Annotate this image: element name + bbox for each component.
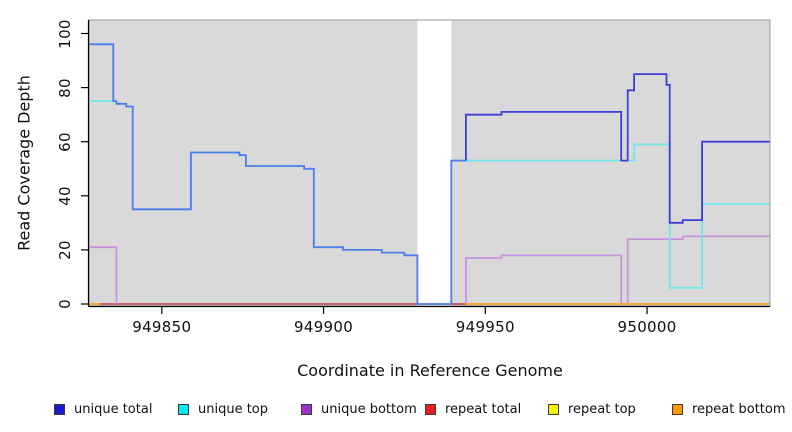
x-tick-label: 949850 bbox=[132, 318, 192, 336]
legend-item-repeat-top: repeat top bbox=[548, 399, 636, 419]
y-tick-label: 0 bbox=[56, 299, 74, 309]
y-tick-label: 80 bbox=[56, 77, 74, 98]
series-line-unique-total bbox=[465, 73, 770, 224]
y-tick-label: 60 bbox=[56, 131, 74, 152]
x-tick-label: 949950 bbox=[455, 318, 515, 336]
y-axis-title: Read Coverage Depth bbox=[14, 75, 34, 251]
x-axis-title: Coordinate in Reference Genome bbox=[297, 361, 563, 380]
legend-label: repeat top bbox=[568, 401, 636, 417]
legend-swatch-icon bbox=[425, 403, 436, 415]
legend-item-repeat-total: repeat total bbox=[425, 399, 521, 419]
legend-label: unique bottom bbox=[321, 401, 417, 417]
legend-item-repeat-bottom: repeat bottom bbox=[672, 399, 786, 419]
legend-swatch-icon bbox=[548, 403, 559, 415]
legend-item-unique-bottom: unique bottom bbox=[301, 399, 417, 419]
legend-label: unique total bbox=[74, 401, 153, 417]
legend-label: repeat total bbox=[445, 401, 522, 417]
no-data-gap bbox=[417, 20, 452, 306]
x-tick-label: 950000 bbox=[617, 318, 677, 336]
x-tick-label: 949900 bbox=[294, 318, 354, 336]
legend-swatch-icon bbox=[54, 403, 65, 415]
series-line-unique-bottom bbox=[89, 246, 118, 304]
series-line-unique-total bbox=[89, 43, 466, 305]
legend-label: unique top bbox=[198, 401, 269, 417]
y-tick-label: 40 bbox=[56, 185, 74, 206]
legend-item-unique-total: unique total bbox=[54, 399, 152, 419]
legend: unique total unique top unique bottom repea… bbox=[0, 399, 792, 421]
legend-swatch-icon bbox=[672, 403, 683, 415]
legend-swatch-icon bbox=[178, 403, 189, 415]
legend-label: repeat bottom bbox=[692, 401, 786, 417]
y-tick-label: 20 bbox=[56, 240, 74, 260]
legend-swatch-icon bbox=[301, 403, 312, 415]
y-tick-label: 100 bbox=[56, 18, 74, 49]
legend-item-unique-top: unique top bbox=[178, 399, 268, 419]
